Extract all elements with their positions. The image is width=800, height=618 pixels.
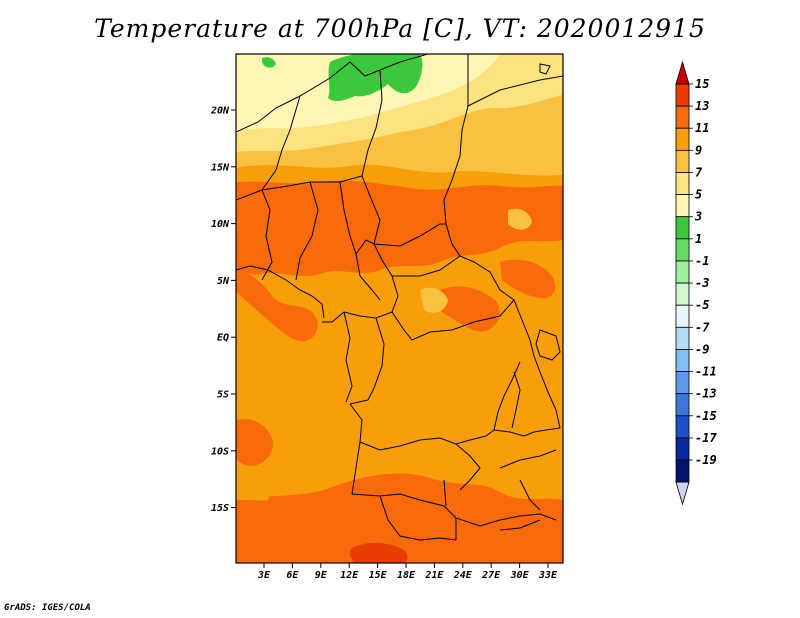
- lat-label: 10N: [211, 219, 230, 230]
- longitude-axis: 3E 6E 9E 12E 15E 18E 21E 24E 27E 30E 33E: [257, 563, 558, 581]
- lon-label: 9E: [315, 570, 328, 581]
- lon-label: 15E: [369, 570, 388, 581]
- colorbar-label: -19: [695, 453, 717, 467]
- colorbar-label: 9: [695, 143, 702, 157]
- colorbar-swatch: [675, 216, 690, 240]
- latitude-axis: 20N 15N 10N 5N EQ 5S 10S 15S: [210, 106, 236, 514]
- colorbar-swatch: [675, 282, 690, 306]
- filled-contours: [236, 54, 563, 563]
- lat-label: 15N: [211, 162, 230, 173]
- colorbar-swatch: [675, 349, 690, 372]
- contour-11-13-sw: [236, 418, 273, 466]
- colorbar-swatch: [675, 326, 690, 350]
- colorbar-label: -9: [695, 342, 709, 356]
- colorbar-label: -13: [695, 387, 717, 401]
- colorbar-label: 3: [694, 210, 702, 224]
- colorbar-swatch: [675, 393, 690, 417]
- lon-label: 30E: [510, 570, 530, 581]
- colorbar-label: 7: [695, 165, 703, 179]
- contour-1-3-green: [328, 54, 423, 102]
- colorbar-label: -11: [695, 365, 717, 379]
- lon-label: 3E: [257, 570, 271, 581]
- lat-label: 5N: [217, 276, 230, 287]
- colorbar-top-arrow: [675, 60, 690, 85]
- colorbar-swatch: [675, 149, 690, 173]
- colorbar-label: -5: [695, 298, 709, 312]
- colorbar-label: -1: [695, 254, 709, 268]
- lon-label: 21E: [424, 570, 444, 581]
- colorbar-label: -15: [695, 409, 717, 423]
- colorbar-swatch: [675, 459, 690, 483]
- colorbar-swatch: [675, 304, 690, 328]
- contour-13-15-south: [349, 542, 408, 563]
- lon-label: 33E: [538, 570, 558, 581]
- lon-label: 24E: [453, 570, 473, 581]
- colorbar-label: -7: [695, 320, 710, 334]
- lon-label: 6E: [286, 570, 299, 581]
- lon-label: 12E: [340, 570, 359, 581]
- colorbar-swatch: [675, 83, 690, 107]
- colorbar-label: 1: [695, 232, 702, 246]
- contour-11-13-ne: [500, 259, 556, 299]
- lat-label: 10S: [211, 446, 229, 457]
- colorbar-swatch: [675, 437, 690, 461]
- colorbar-swatch: [675, 238, 690, 262]
- colorbar-bottom-arrow: [675, 481, 690, 506]
- colorbar-label: 13: [695, 99, 709, 113]
- grads-credit: GrADS: IGES/COLA: [4, 603, 91, 613]
- map-frame: [235, 53, 564, 564]
- contour-7-9-patch: [420, 287, 448, 313]
- contour-11-13-south: [236, 473, 563, 563]
- colorbar-swatch: [675, 105, 690, 129]
- contour-7-9-patch-2: [508, 208, 532, 230]
- lon-label: 18E: [397, 570, 416, 581]
- colorbar-swatch: [675, 194, 690, 218]
- lon-label: 27E: [481, 570, 501, 581]
- colorbar-swatch: [675, 415, 690, 439]
- colorbar-swatch: [675, 371, 690, 395]
- map-title: Temperature at 700hPa [C], VT: 202001291…: [94, 14, 706, 43]
- contour-9-11-ocean: [236, 470, 269, 501]
- colorbar-label: 5: [695, 188, 702, 202]
- contour-11-13-belt: [236, 180, 563, 276]
- lat-label: 15S: [211, 503, 229, 514]
- colorbar-swatch: [675, 127, 690, 151]
- contour-11-13-west: [236, 270, 318, 342]
- colorbar-label: -17: [695, 431, 717, 445]
- lat-label: 20N: [210, 106, 230, 117]
- contour-1-3-green-2: [262, 57, 276, 68]
- colorbar-swatch: [675, 260, 690, 284]
- lat-label: EQ: [217, 333, 229, 344]
- country-borders: [236, 54, 563, 541]
- colorbar-label: 15: [695, 77, 709, 91]
- lat-label: 5S: [217, 390, 229, 401]
- colorbar-label: 11: [695, 121, 709, 135]
- colorbar-swatch: [675, 172, 690, 195]
- colorbar-label: -3: [695, 276, 709, 290]
- colorbar: 15 13 11 9 7 5 3 1 -1 -3 -5 -7 -9 -11 -13 -15 -17 -19: [675, 60, 717, 506]
